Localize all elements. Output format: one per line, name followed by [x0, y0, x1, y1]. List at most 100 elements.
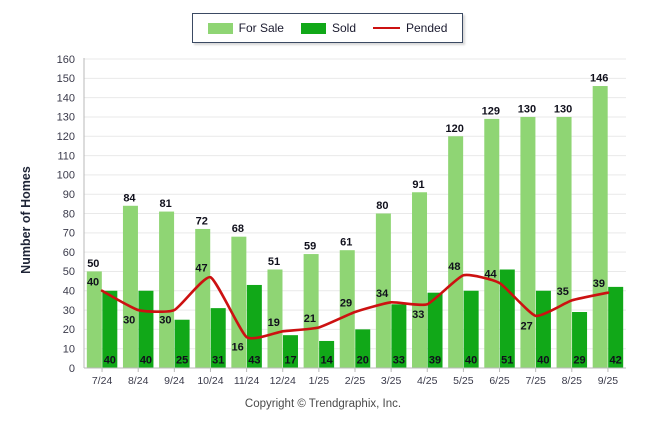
bar-for-sale — [122, 205, 138, 368]
bar-sold — [608, 286, 624, 368]
bar-label-sold: 43 — [248, 355, 260, 367]
chart-legend: For Sale Sold Pended — [192, 13, 463, 43]
y-axis-tick-label: 70 — [63, 228, 75, 240]
bar-sold — [246, 284, 262, 368]
legend-item-sold[interactable]: Sold — [300, 21, 356, 35]
y-axis-tick-label: 150 — [57, 73, 75, 85]
x-axis-tick-label: 7/25 — [525, 375, 546, 387]
y-axis-tick-label: 20 — [63, 324, 75, 336]
y-axis-tick-label: 80 — [63, 208, 75, 220]
y-axis-tick-label: 120 — [57, 131, 75, 143]
bar-sold — [572, 311, 588, 368]
pended-value-label: 29 — [340, 297, 352, 309]
bar-for-sale — [195, 228, 211, 368]
legend-label: For Sale — [238, 21, 284, 35]
pended-value-label: 44 — [484, 269, 497, 281]
bar-label-sold: 40 — [465, 355, 477, 367]
x-axis-tick-label: 4/25 — [417, 375, 438, 387]
y-axis-tick-label: 50 — [63, 266, 75, 278]
bar-sold — [174, 319, 190, 368]
y-axis-tick-label: 30 — [63, 305, 75, 317]
bar-label-sold: 39 — [429, 355, 441, 367]
pended-value-label: 35 — [557, 286, 569, 298]
bar-sold — [102, 290, 118, 368]
pended-value-label: 21 — [304, 313, 316, 325]
bar-label-sold: 17 — [284, 355, 296, 367]
bar-for-sale — [159, 211, 175, 368]
bar-value-labels-group: 5040844081257231684351175914612080339139… — [87, 73, 622, 367]
bar-label-for-sale: 84 — [123, 192, 136, 204]
y-axis-ticks-group: 0 10 20 30 40 50 60 70 80 90 100 110 120 130 140 150 160 — [57, 54, 75, 375]
legend-label: Sold — [331, 21, 356, 35]
legend-color-swatch — [300, 22, 326, 34]
bar-for-sale — [484, 118, 500, 369]
pended-value-label: 19 — [268, 317, 280, 329]
y-axis-tick-label: 90 — [63, 189, 75, 201]
y-axis-tick-label: 130 — [57, 112, 75, 124]
x-axis-ticks-group: 7/24 8/24 9/24 10/24 11/24 12/24 1/25 2/25 3/25 4… — [92, 368, 618, 387]
bar-label-sold: 20 — [357, 355, 369, 367]
x-axis-tick-label: 12/24 — [270, 375, 296, 387]
x-axis-tick-label: 7/24 — [92, 375, 113, 387]
bar-label-sold: 14 — [320, 355, 333, 367]
pended-value-label: 39 — [593, 278, 605, 290]
bar-label-for-sale: 146 — [590, 73, 608, 85]
bar-label-sold: 40 — [140, 355, 152, 367]
pended-value-label: 33 — [412, 309, 424, 321]
y-axis-tick-label: 140 — [57, 92, 75, 104]
x-axis-tick-label: 9/25 — [598, 375, 619, 387]
x-axis-tick-label: 3/25 — [381, 375, 402, 387]
bar-label-for-sale: 61 — [340, 237, 352, 249]
x-axis-tick-label: 1/25 — [309, 375, 330, 387]
bar-sold — [282, 335, 298, 368]
bar-for-sale — [231, 236, 247, 368]
bar-sold — [427, 292, 443, 368]
footer-copyright: Copyright © Trendgraphix, Inc. — [244, 398, 402, 410]
bar-sold — [535, 290, 551, 368]
bar-for-sale — [303, 254, 319, 368]
bar-label-sold: 29 — [573, 355, 585, 367]
legend-item-pended[interactable]: Pended — [373, 21, 447, 35]
bar-sold — [463, 290, 479, 368]
legend-item-for-sale[interactable]: For Sale — [207, 21, 284, 35]
pended-value-label: 40 — [87, 276, 99, 288]
x-axis-tick-label: 9/24 — [164, 375, 185, 387]
bar-for-sale — [86, 271, 102, 368]
legend-line-marker — [373, 27, 400, 29]
bar-label-for-sale: 50 — [87, 258, 99, 270]
pended-value-label: 30 — [123, 315, 135, 327]
bar-for-sale — [448, 136, 464, 368]
bar-sold — [210, 308, 226, 368]
bar-for-sale — [267, 269, 283, 368]
legend-label: Pended — [406, 21, 448, 35]
y-axis-tick-label: 0 — [69, 363, 75, 375]
bar-label-sold: 31 — [212, 355, 224, 367]
y-axis-tick-label: 10 — [63, 343, 75, 355]
x-axis-tick-label: 10/24 — [197, 375, 223, 387]
pended-value-label: 16 — [231, 342, 243, 354]
x-axis-tick-label: 11/24 — [234, 375, 260, 387]
bars-group — [86, 86, 624, 369]
pended-value-label: 34 — [376, 288, 389, 300]
pended-line-group — [100, 273, 610, 340]
bar-label-for-sale: 72 — [196, 215, 208, 227]
bar-sold — [355, 329, 371, 368]
bar-sold — [391, 304, 407, 368]
pended-line — [100, 273, 610, 340]
y-axis-tick-label: 110 — [57, 150, 75, 162]
bar-label-sold: 25 — [176, 355, 188, 367]
pended-value-label: 48 — [448, 261, 460, 273]
bar-label-for-sale: 129 — [482, 105, 500, 117]
bar-label-sold: 40 — [537, 355, 549, 367]
x-axis-tick-label: 8/24 — [128, 375, 149, 387]
bar-label-sold: 42 — [610, 355, 622, 367]
bar-for-sale — [412, 192, 428, 368]
bar-label-for-sale: 130 — [518, 103, 536, 115]
bar-for-sale — [556, 116, 572, 368]
legend-color-swatch — [207, 22, 233, 34]
x-axis-tick-label: 8/25 — [562, 375, 583, 387]
bar-for-sale — [375, 213, 391, 368]
bar-label-for-sale: 130 — [554, 103, 572, 115]
